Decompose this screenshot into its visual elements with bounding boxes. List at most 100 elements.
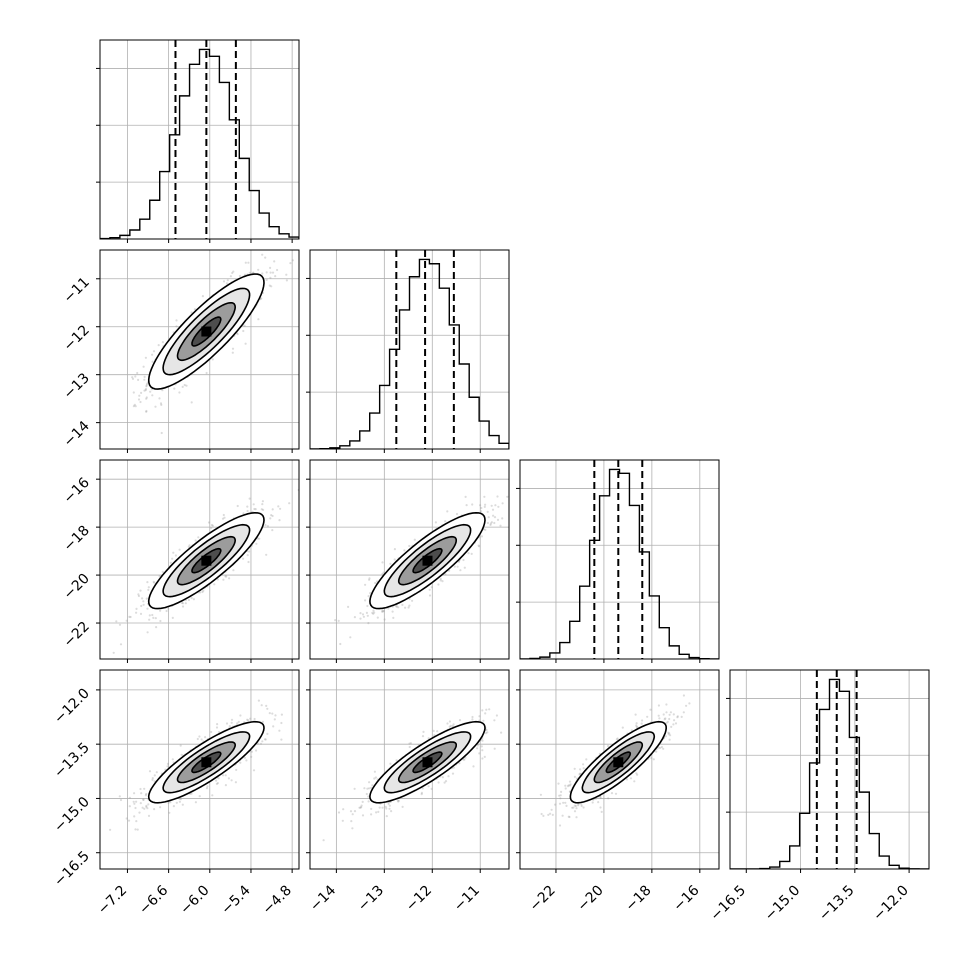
sample-point <box>262 508 265 511</box>
sample-point <box>198 735 201 738</box>
sample-point <box>247 719 250 722</box>
sample-point <box>365 792 368 796</box>
sample-point <box>131 376 134 379</box>
sample-point <box>430 787 433 791</box>
sample-point <box>641 719 644 722</box>
sample-point <box>171 616 174 620</box>
sample-point <box>264 738 267 741</box>
sample-point <box>667 731 670 734</box>
sample-point <box>370 813 373 816</box>
sample-point <box>206 785 209 788</box>
sample-point <box>428 594 432 597</box>
sample-point <box>465 504 468 507</box>
sample-point <box>192 598 195 601</box>
sample-point <box>146 581 149 584</box>
sample-point <box>204 736 207 739</box>
sample-point <box>279 507 282 510</box>
sample-point <box>190 596 193 600</box>
sample-point <box>142 365 145 368</box>
sample-point <box>152 580 155 584</box>
sample-point <box>384 805 387 808</box>
sample-point <box>151 394 154 397</box>
sample-point <box>367 795 370 798</box>
sample-point <box>265 278 268 281</box>
sample-point <box>500 731 503 734</box>
sample-point <box>483 495 486 498</box>
sample-point <box>145 382 149 385</box>
sample-point <box>361 814 365 817</box>
sample-point <box>166 765 169 768</box>
sample-point <box>261 740 264 743</box>
y-tick-label-p1: −11 <box>61 274 93 306</box>
sample-point <box>188 544 191 547</box>
sample-point <box>210 526 213 530</box>
sample-point <box>365 611 368 615</box>
contour-line-2 <box>176 741 237 784</box>
sample-point <box>252 769 256 772</box>
sample-point <box>580 803 583 806</box>
sample-point <box>490 521 493 524</box>
sample-point <box>139 400 142 404</box>
sample-point <box>147 588 150 592</box>
sample-point <box>479 504 482 507</box>
sample-point <box>478 715 481 718</box>
sample-point <box>367 622 370 625</box>
sample-point <box>128 805 131 808</box>
sample-point <box>148 770 152 773</box>
sample-point <box>269 276 272 279</box>
sample-point <box>118 623 122 626</box>
sample-point <box>216 782 219 785</box>
sample-point <box>184 602 187 605</box>
sample-point <box>478 752 481 755</box>
sample-point <box>260 704 263 707</box>
sample-point <box>145 396 148 399</box>
sample-point <box>264 256 267 259</box>
sample-point <box>568 815 571 819</box>
x-tick-label-p0: −7.2 <box>95 883 130 918</box>
sample-point <box>274 714 277 717</box>
sample-point <box>434 521 437 524</box>
sample-point <box>190 401 193 404</box>
sample-point <box>444 780 448 783</box>
sample-point <box>489 523 492 527</box>
sample-point <box>228 725 231 728</box>
sample-point <box>657 704 661 707</box>
sample-point <box>420 791 423 795</box>
sample-point <box>260 508 263 511</box>
sample-point <box>178 800 181 803</box>
sample-point <box>381 610 384 613</box>
sample-point <box>247 261 250 264</box>
x-tick-label-p0: −6.6 <box>136 882 171 917</box>
sample-point <box>222 280 226 283</box>
sample-point <box>142 798 145 802</box>
sample-point <box>234 781 237 784</box>
sample-point <box>597 801 600 804</box>
sample-point <box>439 579 442 582</box>
sample-point <box>166 762 169 766</box>
sample-point <box>575 816 578 819</box>
sample-point <box>148 618 151 621</box>
sample-point <box>408 604 411 607</box>
sample-point <box>245 759 248 762</box>
y-tick-label-p2: −18 <box>61 523 93 555</box>
sample-point <box>269 517 272 520</box>
sample-point <box>172 551 175 554</box>
sample-point <box>462 558 465 562</box>
sample-point <box>169 561 172 564</box>
sample-point <box>198 795 201 798</box>
sample-point <box>554 803 557 806</box>
sample-point <box>371 611 374 615</box>
sample-point <box>146 807 149 810</box>
sample-point <box>266 732 269 736</box>
sample-point <box>349 810 353 813</box>
sample-point <box>397 799 400 802</box>
sample-point <box>363 787 366 790</box>
sample-point <box>451 772 455 775</box>
sample-point <box>427 785 430 788</box>
sample-point <box>161 389 164 392</box>
sample-point <box>542 814 545 818</box>
sample-point <box>397 606 400 609</box>
sample-point <box>144 794 147 797</box>
sample-point <box>359 612 362 615</box>
sample-point <box>242 557 245 560</box>
